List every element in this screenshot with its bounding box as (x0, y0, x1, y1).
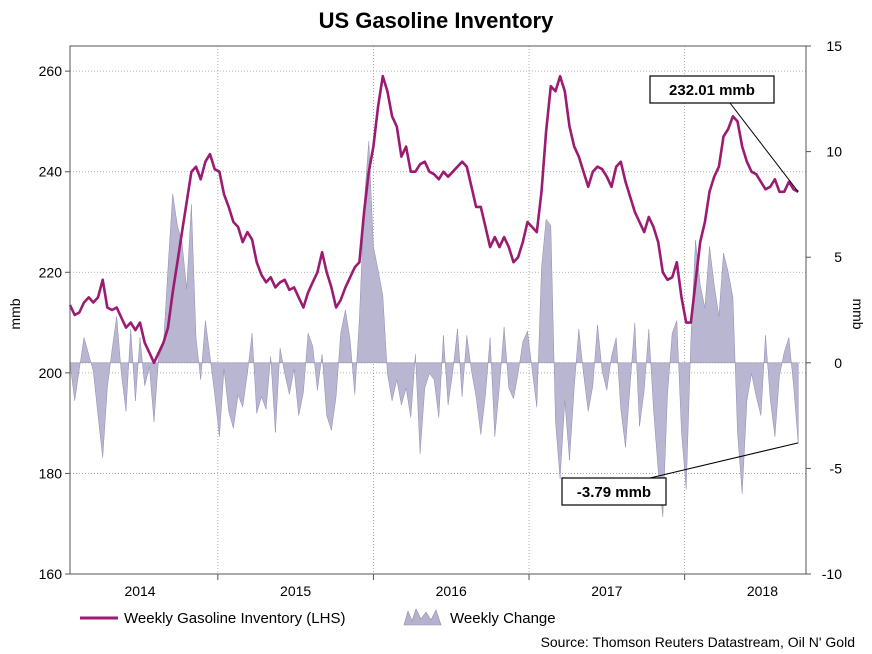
weekly-change-area-path (69, 140, 799, 518)
annotation-box-inventory (649, 75, 775, 104)
plot-frame (69, 45, 807, 575)
y-axis-left-label: mmb (7, 298, 23, 329)
annotation-leader-inventory (729, 102, 799, 193)
legend-label-inventory: Weekly Gasoline Inventory (LHS) (124, 610, 345, 627)
y-axis-right-ticks: -10 -5 0 5 10 15 (806, 38, 842, 582)
y-axis-right-label: mmb (850, 298, 866, 329)
annotation-label-inventory: 232.01 mmb (669, 82, 755, 99)
annotation-box-change (561, 477, 667, 506)
y-right-tick-label: 5 (834, 249, 842, 265)
x-tick-label: 2018 (747, 583, 778, 599)
y-left-tick-label: 200 (39, 365, 63, 381)
x-tick-label: 2014 (124, 583, 155, 599)
y-right-tick-label: 0 (834, 355, 842, 371)
x-tick-label: 2017 (591, 583, 622, 599)
annotation-label-change: -3.79 mmb (577, 484, 651, 501)
x-axis-ticks: 2014 2015 2016 2017 2018 (124, 574, 778, 599)
source-note: Source: Thomson Reuters Datastream, Oil … (541, 634, 855, 650)
y-right-tick-label: 15 (826, 38, 842, 54)
y-right-tick-label: 10 (826, 144, 842, 160)
chart-title: US Gasoline Inventory (319, 8, 554, 33)
x-tick-label: 2016 (436, 583, 467, 599)
weekly-change-area (69, 140, 799, 518)
y-left-tick-label: 160 (39, 566, 63, 582)
legend: Weekly Gasoline Inventory (LHS) Weekly C… (80, 608, 556, 627)
y-left-tick-label: 220 (39, 264, 63, 280)
inventory-line (68, 74, 799, 365)
inventory-polyline (68, 74, 799, 365)
legend-swatch-change (403, 608, 442, 626)
y-left-tick-label: 240 (39, 164, 63, 180)
y-left-tick-label: 180 (39, 465, 63, 481)
x-tick-label: 2015 (280, 583, 311, 599)
legend-label-change: Weekly Change (450, 610, 556, 627)
annotations: 232.01 mmb -3.79 mmb (561, 75, 799, 506)
y-left-tick-label: 260 (39, 63, 63, 79)
y-right-tick-label: -10 (822, 566, 842, 582)
annotation-leader-change (649, 442, 799, 479)
y-axis-left-ticks: 160 180 200 220 240 260 (39, 63, 70, 582)
y-right-tick-label: -5 (830, 460, 843, 476)
